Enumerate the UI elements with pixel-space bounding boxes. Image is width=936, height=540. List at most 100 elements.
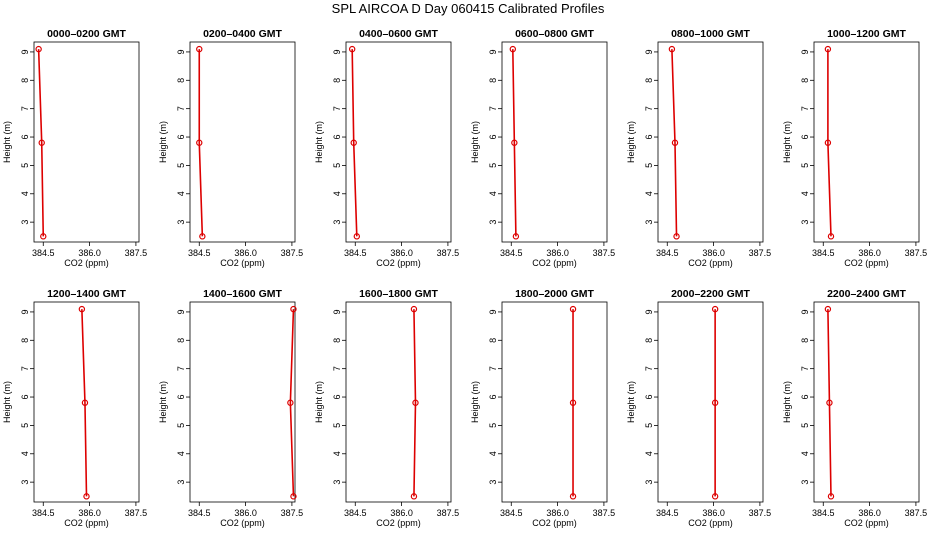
y-tick-label: 5 — [20, 163, 30, 168]
y-tick-label: 5 — [800, 163, 810, 168]
y-tick-label: 7 — [644, 366, 654, 371]
data-point — [410, 493, 418, 500]
y-tick-label: 6 — [644, 135, 654, 140]
plot-frame — [189, 301, 296, 503]
data-point — [83, 493, 90, 500]
x-tick-label: 386.0 — [546, 508, 569, 518]
y-tick-label: 7 — [488, 106, 498, 111]
y-tick-label: 5 — [644, 163, 654, 168]
x-axis-label: CO2 (ppm) — [220, 258, 265, 268]
y-tick-label: 4 — [800, 451, 810, 456]
y-tick-label: 3 — [176, 220, 186, 225]
data-point — [711, 305, 719, 313]
y-tick-label: 4 — [488, 451, 498, 456]
y-tick-label: 9 — [800, 309, 810, 314]
panel-title: 0400–0600 GMT — [359, 28, 438, 40]
data-point — [569, 493, 577, 500]
y-tick-label: 7 — [332, 366, 342, 371]
y-tick-label: 4 — [644, 191, 654, 196]
y-axis-label: Height (m) — [626, 121, 636, 163]
y-tick-label: 5 — [488, 163, 498, 168]
x-axis-label: CO2 (ppm) — [376, 258, 421, 268]
x-tick-label: 386.0 — [858, 248, 881, 258]
x-tick-label: 384.5 — [812, 248, 835, 258]
y-tick-label: 9 — [332, 309, 342, 314]
y-tick-label: 9 — [488, 49, 498, 54]
y-tick-label: 3 — [488, 220, 498, 225]
y-tick-label: 3 — [800, 220, 810, 225]
x-axis-label: CO2 (ppm) — [64, 258, 109, 268]
chart-panel: 2200–2400 GMT 384.5 386.0 387.5 CO2 (ppm) 3 4 5… — [782, 288, 927, 528]
y-tick-label: 6 — [800, 135, 810, 140]
panel-title: 2000–2200 GMT — [671, 288, 750, 300]
data-point — [668, 45, 676, 53]
data-point — [412, 399, 419, 406]
x-tick-label: 387.5 — [281, 508, 304, 518]
chart-panel: 1200–1400 GMT 384.5 386.0 387.5 CO2 (ppm) 3 4 5… — [2, 288, 147, 528]
y-tick-label: 8 — [20, 338, 30, 343]
x-tick-label: 387.5 — [125, 508, 148, 518]
data-point — [196, 139, 203, 146]
chart-panel: 0200–0400 GMT 384.5 386.0 387.5 CO2 (ppm) 3 4 5… — [158, 28, 303, 268]
y-axis-label: Height (m) — [158, 121, 168, 163]
y-tick-label: 7 — [800, 106, 810, 111]
y-tick-label: 7 — [176, 366, 186, 371]
y-axis-label: Height (m) — [782, 121, 792, 163]
x-tick-label: 387.5 — [749, 248, 772, 258]
y-tick-label: 7 — [332, 106, 342, 111]
x-tick-label: 387.5 — [437, 508, 460, 518]
y-tick-label: 5 — [800, 423, 810, 428]
x-tick-label: 387.5 — [125, 248, 148, 258]
chart-panel: 0600–0800 GMT 384.5 386.0 387.5 CO2 (ppm) 3 4 5… — [470, 28, 615, 268]
x-tick-label: 387.5 — [905, 248, 928, 258]
y-tick-label: 3 — [176, 480, 186, 485]
y-tick-label: 7 — [800, 366, 810, 371]
data-point — [827, 233, 835, 240]
data-point — [673, 233, 680, 240]
data-point — [826, 399, 833, 406]
x-tick-label: 386.0 — [234, 508, 257, 518]
x-tick-label: 386.0 — [390, 508, 413, 518]
y-tick-label: 3 — [800, 480, 810, 485]
x-axis-label: CO2 (ppm) — [844, 258, 889, 268]
y-tick-label: 7 — [20, 366, 30, 371]
y-tick-label: 8 — [176, 78, 186, 83]
y-tick-label: 4 — [20, 451, 30, 456]
data-point — [824, 139, 832, 146]
y-tick-label: 5 — [332, 163, 342, 168]
y-tick-label: 3 — [20, 220, 30, 225]
panel-title: 1200–1400 GMT — [47, 288, 126, 300]
chart-panel: 1600–1800 GMT 384.5 386.0 387.5 CO2 (ppm) 3 4 5… — [314, 288, 459, 528]
y-tick-label: 4 — [800, 191, 810, 196]
y-tick-label: 3 — [332, 480, 342, 485]
profile-line — [827, 309, 832, 497]
y-tick-label: 8 — [644, 78, 654, 83]
plot-frame — [813, 41, 920, 243]
y-tick-label: 5 — [176, 423, 186, 428]
y-axis-label: Height (m) — [2, 381, 12, 423]
y-tick-label: 9 — [176, 309, 186, 314]
data-point — [711, 493, 719, 500]
y-tick-label: 4 — [332, 451, 342, 456]
data-point — [81, 399, 89, 406]
x-tick-label: 386.0 — [702, 248, 725, 258]
x-axis-label: CO2 (ppm) — [220, 518, 265, 528]
profile-line — [289, 309, 295, 497]
y-tick-label: 8 — [176, 338, 186, 343]
x-axis-label: CO2 (ppm) — [688, 258, 733, 268]
panel-title: 0800–1000 GMT — [671, 28, 750, 40]
profile-line — [413, 309, 417, 497]
x-tick-label: 384.5 — [188, 508, 211, 518]
x-tick-label: 387.5 — [905, 508, 928, 518]
data-point — [290, 493, 297, 500]
data-point — [40, 233, 47, 240]
x-tick-label: 386.0 — [390, 248, 413, 258]
data-point — [290, 305, 297, 313]
panel-title: 0200–0400 GMT — [203, 28, 282, 40]
y-tick-label: 5 — [20, 423, 30, 428]
y-tick-label: 6 — [800, 395, 810, 400]
data-point — [196, 45, 203, 53]
data-point — [38, 139, 45, 146]
data-point — [35, 45, 42, 53]
